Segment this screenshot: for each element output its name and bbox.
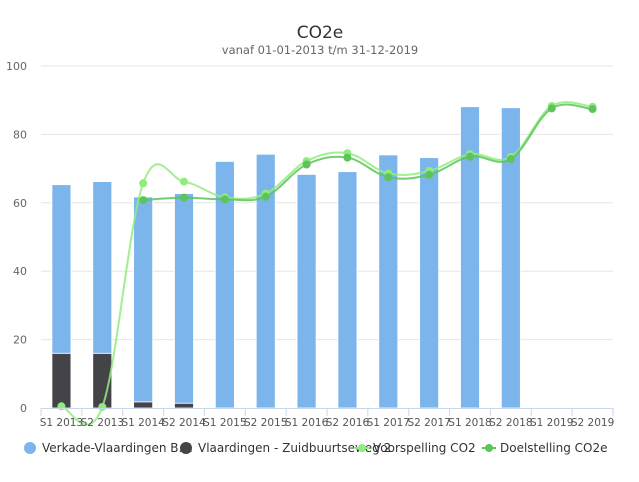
data-point xyxy=(98,402,107,411)
y-tick-label: 0 xyxy=(20,402,27,415)
legend-item[interactable]: Verkade-Vlaardingen B.V. xyxy=(24,441,193,455)
bar xyxy=(419,157,440,409)
legend-label: Vlaardingen - Zuidbuurtseweg 2 xyxy=(198,441,391,455)
data-point xyxy=(425,170,434,179)
x-tick-label: S1 2013 xyxy=(40,417,83,429)
data-point xyxy=(343,153,352,162)
x-tick-label: S1 2019 xyxy=(530,417,573,429)
x-tick-label: S1 2018 xyxy=(448,417,491,429)
data-point xyxy=(506,155,515,164)
bar xyxy=(378,154,399,409)
x-tick-label: S2 2015 xyxy=(244,417,287,429)
y-tick-label: 100 xyxy=(6,60,27,73)
data-point xyxy=(57,402,66,411)
data-point xyxy=(384,173,393,182)
data-point xyxy=(302,160,311,169)
x-tick-label: S2 2014 xyxy=(162,417,206,429)
legend-label: Doelstelling CO2e xyxy=(500,441,608,455)
legend-symbol xyxy=(180,442,192,454)
chart-subtitle: vanaf 01-01-2013 t/m 31-12-2019 xyxy=(222,43,418,57)
legend-item[interactable]: Vlaardingen - Zuidbuurtseweg 2 xyxy=(180,441,391,455)
x-tick-label: S1 2014 xyxy=(121,417,165,429)
y-tick-label: 20 xyxy=(13,334,27,347)
bar xyxy=(337,171,358,409)
bar xyxy=(296,174,317,409)
legend-label: Verkade-Vlaardingen B.V. xyxy=(42,441,193,455)
legend-item[interactable]: Voorspelling CO2 xyxy=(355,441,476,455)
legend-symbol xyxy=(24,442,36,454)
x-tick-label: S1 2017 xyxy=(367,417,410,429)
chart-title: CO2e xyxy=(297,23,344,43)
legend-item[interactable]: Doelstelling CO2e xyxy=(482,441,608,455)
x-tick-label: S2 2017 xyxy=(407,417,450,429)
data-point xyxy=(139,179,148,188)
bar xyxy=(174,193,194,404)
bar xyxy=(51,184,72,354)
bar xyxy=(133,401,154,409)
series-line xyxy=(143,103,593,202)
bar xyxy=(174,402,194,409)
legend-label: Voorspelling CO2 xyxy=(373,441,476,455)
legend-symbol xyxy=(358,444,366,452)
data-point xyxy=(588,105,597,114)
data-point xyxy=(547,104,556,113)
x-tick-label: S2 2018 xyxy=(489,417,532,429)
y-tick-label: 40 xyxy=(13,265,27,278)
bar xyxy=(92,181,113,354)
data-point xyxy=(180,193,188,202)
x-tick-label: S2 2019 xyxy=(571,417,614,429)
bar xyxy=(133,196,154,403)
bar xyxy=(51,352,72,409)
x-tick-label: S1 2015 xyxy=(203,417,246,429)
legend-symbol xyxy=(485,444,493,452)
data-point xyxy=(261,192,270,201)
x-tick-label: S2 2013 xyxy=(81,417,124,429)
data-point xyxy=(466,152,474,161)
x-tick-label: S1 2016 xyxy=(285,417,329,429)
data-point xyxy=(139,196,148,205)
y-tick-label: 80 xyxy=(13,128,27,141)
data-point xyxy=(180,177,188,186)
data-point xyxy=(220,195,229,204)
y-tick-label: 60 xyxy=(13,197,27,210)
x-tick-label: S2 2016 xyxy=(326,417,370,429)
